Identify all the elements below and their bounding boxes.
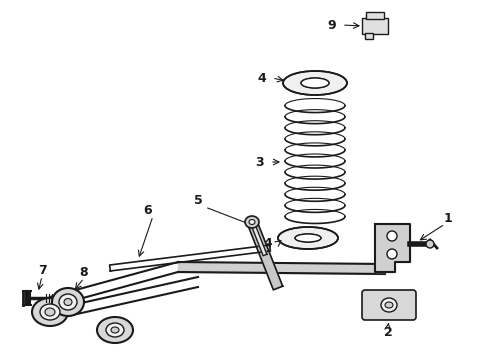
Ellipse shape bbox=[283, 71, 347, 95]
FancyBboxPatch shape bbox=[362, 18, 388, 34]
Ellipse shape bbox=[249, 220, 255, 225]
Polygon shape bbox=[250, 221, 267, 256]
Ellipse shape bbox=[52, 288, 84, 316]
Ellipse shape bbox=[381, 298, 397, 312]
FancyBboxPatch shape bbox=[362, 290, 416, 320]
Text: 9: 9 bbox=[328, 18, 336, 32]
Ellipse shape bbox=[295, 234, 321, 242]
Polygon shape bbox=[375, 224, 410, 272]
Ellipse shape bbox=[59, 294, 77, 310]
Ellipse shape bbox=[278, 227, 338, 249]
Text: 7: 7 bbox=[38, 264, 47, 276]
Ellipse shape bbox=[385, 302, 393, 308]
Text: 1: 1 bbox=[443, 212, 452, 225]
Text: 2: 2 bbox=[384, 325, 392, 338]
Ellipse shape bbox=[111, 327, 119, 333]
Ellipse shape bbox=[245, 216, 259, 228]
Polygon shape bbox=[247, 220, 283, 290]
Ellipse shape bbox=[301, 78, 329, 88]
Ellipse shape bbox=[40, 304, 60, 320]
Text: 5: 5 bbox=[194, 194, 202, 207]
Ellipse shape bbox=[97, 317, 133, 343]
Text: 8: 8 bbox=[80, 266, 88, 279]
Ellipse shape bbox=[64, 298, 72, 306]
FancyBboxPatch shape bbox=[366, 12, 384, 19]
Text: 4: 4 bbox=[258, 72, 267, 85]
Ellipse shape bbox=[106, 323, 124, 337]
Ellipse shape bbox=[45, 308, 55, 316]
Circle shape bbox=[387, 249, 397, 259]
Text: 6: 6 bbox=[144, 203, 152, 216]
Circle shape bbox=[426, 240, 434, 248]
Text: 3: 3 bbox=[256, 156, 264, 168]
Ellipse shape bbox=[32, 298, 68, 326]
Text: 4: 4 bbox=[264, 237, 272, 249]
FancyBboxPatch shape bbox=[365, 33, 373, 39]
Circle shape bbox=[387, 231, 397, 241]
